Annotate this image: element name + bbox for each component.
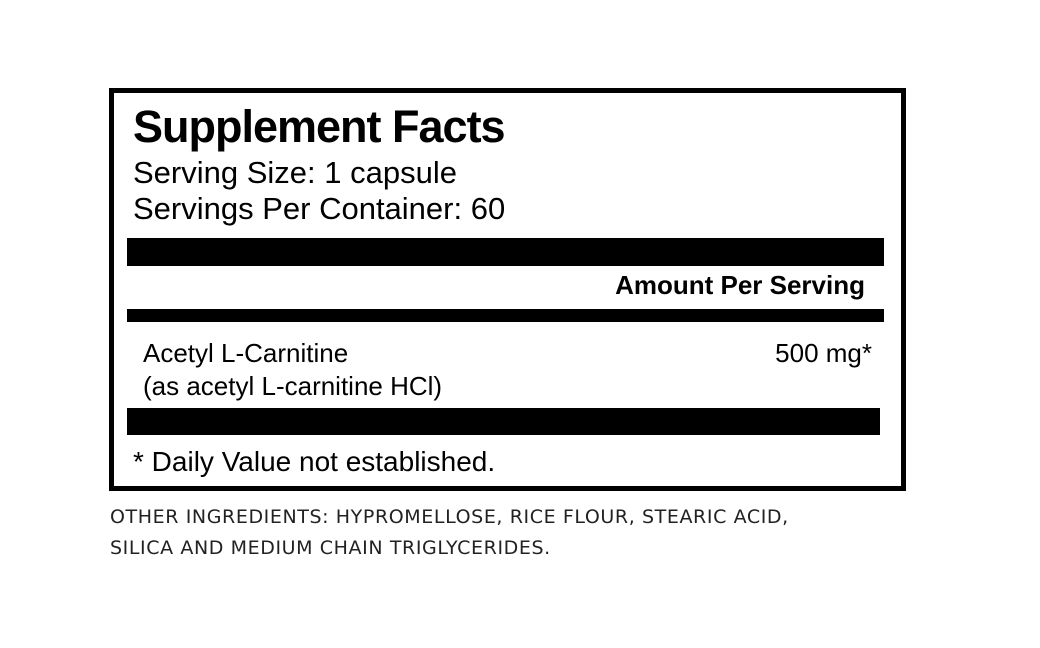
serving-size: Serving Size: 1 capsule [133, 155, 457, 190]
medium-divider [127, 309, 884, 322]
panel-title: Supplement Facts [133, 101, 506, 152]
other-ingredients-line: SILICA AND MEDIUM CHAIN TRIGLYCERIDES. [110, 537, 551, 559]
thick-divider [127, 238, 884, 266]
supplement-facts-panel: Supplement Facts Serving Size: 1 capsule… [109, 88, 906, 491]
footnote: * Daily Value not established. [133, 446, 496, 477]
other-ingredients-line: OTHER INGREDIENTS: HYPROMELLOSE, RICE FL… [110, 506, 789, 528]
ingredient-source: (as acetyl L-carnitine HCl) [143, 371, 443, 401]
thick-divider [127, 408, 880, 435]
ingredient-amount: 500 mg* [775, 338, 872, 368]
amount-per-serving-header: Amount Per Serving [615, 270, 865, 300]
ingredient-name: Acetyl L-Carnitine [143, 338, 349, 368]
servings-per-container: Servings Per Container: 60 [133, 191, 506, 226]
